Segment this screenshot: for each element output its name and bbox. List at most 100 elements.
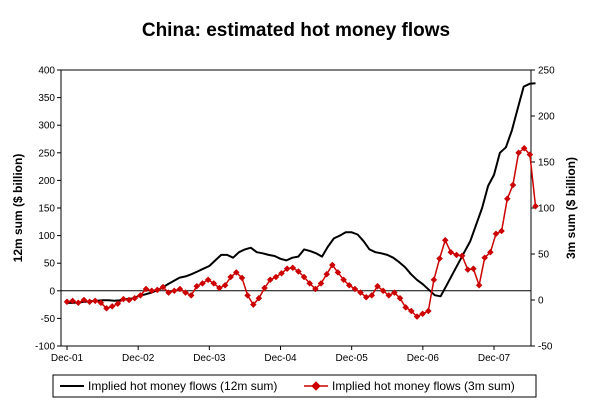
data-point-3m [261,284,268,292]
right-axis-ticks: -50 0 50 100 150 200 250 [531,66,555,353]
data-point-3m [306,280,314,287]
left-axis-title: 12m sum ($ billion) [11,154,25,263]
x-axis-ticks: Dec-01 Dec-02 Dec-03 Dec-04 Dec-05 Dec-06 Dec-… [51,346,511,364]
data-point-3m [402,304,410,311]
data-point-3m [238,274,246,282]
data-point-3m [503,195,511,203]
legend-label-3m: Implied hot money flows (3m sum) [332,379,515,393]
data-point-3m [148,287,156,295]
data-point-3m [515,149,522,157]
x-tick-label: Dec-01 [51,353,84,364]
x-tick-label: Dec-04 [264,353,297,364]
series-layer [63,82,539,320]
data-point-3m [289,264,297,272]
data-point-3m [481,254,489,262]
plot-area [60,69,532,347]
data-point-3m [86,298,93,306]
data-point-3m [520,144,528,152]
data-point-3m [187,292,195,299]
data-point-3m [249,301,257,308]
left-tick-label: 100 [38,231,55,242]
data-point-3m [345,281,353,289]
data-point-3m [453,251,460,259]
data-point-3m [487,248,494,256]
data-point-3m [357,289,364,296]
data-point-3m [492,230,500,238]
data-point-3m [204,276,212,284]
data-point-3m [340,276,347,284]
data-point-3m [300,273,308,281]
data-point-3m [323,270,331,278]
data-point-3m [108,303,116,310]
data-point-3m [419,310,426,318]
data-point-3m [283,265,291,273]
data-point-3m [391,289,398,296]
data-point-3m [193,282,201,290]
data-point-3m [103,304,110,312]
right-tick-label: -50 [538,342,553,353]
left-axis-ticks: -100 -50 0 50 100 150 200 250 300 350 400 [35,66,61,353]
data-point-3m [424,307,432,315]
data-point-3m [407,307,415,315]
left-tick-label: 50 [44,259,56,270]
data-point-3m [120,295,127,303]
right-tick-label: 0 [538,296,544,307]
data-point-3m [142,285,150,293]
data-point-3m [278,269,285,277]
data-point-3m [210,280,218,287]
data-point-3m [532,202,539,210]
data-point-3m [385,292,393,299]
data-point-3m [295,268,302,275]
left-tick-label: -100 [35,342,55,353]
data-point-3m [328,261,336,269]
data-point-3m [91,297,99,305]
data-point-3m [509,181,517,189]
left-tick-label: 200 [38,176,55,187]
data-point-3m [244,292,251,299]
data-point-3m [441,236,449,244]
left-tick-label: 300 [38,121,55,132]
right-tick-label: 200 [538,112,555,123]
data-point-3m [125,296,133,304]
data-point-3m [63,298,71,306]
data-point-3m [137,292,144,299]
data-point-3m [182,289,189,296]
right-tick-label: 100 [538,204,555,215]
left-tick-label: 350 [38,93,55,104]
data-point-3m [131,294,139,302]
data-point-3m [74,299,82,307]
data-point-3m [396,294,404,302]
left-tick-label: 400 [38,66,55,77]
x-tick-label: Dec-02 [122,353,155,364]
data-point-3m [447,248,455,256]
data-point-3m [176,285,184,293]
legend [52,374,537,398]
x-tick-label: Dec-06 [407,353,440,364]
left-tick-label: 150 [38,204,55,215]
data-point-3m [379,287,387,295]
right-tick-label: 50 [538,250,550,261]
data-point-3m [430,276,438,284]
data-point-3m [334,269,342,276]
data-point-3m [272,273,280,281]
data-point-3m [221,281,229,289]
data-point-3m [312,285,319,293]
data-point-3m [165,289,172,296]
data-point-3m [266,276,274,284]
data-point-3m [362,293,370,301]
data-point-3m [351,285,359,293]
data-point-3m [232,269,240,276]
chart-title: China: estimated hot money flows [142,20,450,41]
data-point-3m [80,296,88,304]
data-point-3m [317,280,325,287]
x-tick-label: Dec-05 [336,353,369,364]
right-axis-title: 3m sum ($ billion) [564,157,578,259]
right-tick-label: 150 [538,158,555,169]
data-point-3m [97,299,105,307]
data-point-3m [69,297,76,305]
series-line-12m [67,82,536,304]
data-point-3m [374,282,381,290]
data-point-3m [458,252,466,260]
data-point-3m [114,300,122,308]
